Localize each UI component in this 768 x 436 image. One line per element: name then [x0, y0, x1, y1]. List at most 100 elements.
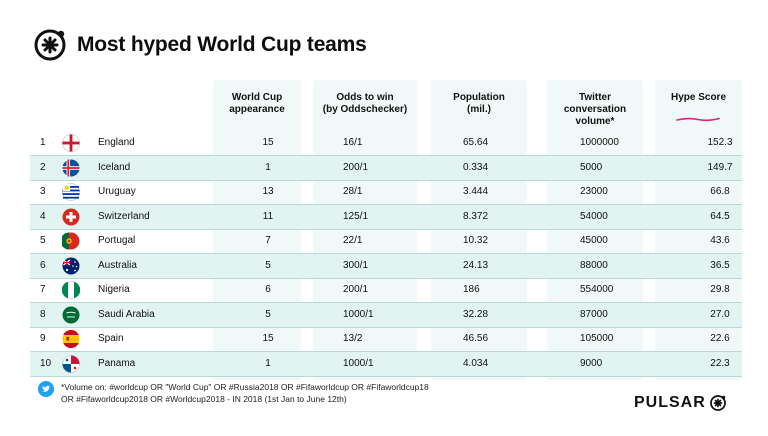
row-divider	[30, 228, 742, 230]
hype-cell: 152.3	[707, 137, 733, 148]
team-cell: Saudi Arabia	[98, 308, 155, 320]
hype-underline	[676, 117, 720, 122]
table-row: 6 Australia 5 300/1 24.13 88000 36.5	[30, 253, 742, 279]
rank-cell: 9	[40, 333, 46, 344]
page-title: Most hyped World Cup teams	[77, 33, 367, 56]
hype-cell: 27.0	[710, 308, 730, 320]
population-cell: 0.334	[463, 161, 489, 173]
hype-cell: 64.5	[710, 210, 730, 222]
rank-cell: 4	[40, 210, 46, 222]
rank-cell: 7	[40, 284, 46, 295]
twitter-cell: 54000	[580, 210, 608, 222]
population-cell: 32.28	[463, 308, 489, 320]
twitter-cell: 45000	[580, 235, 608, 246]
saudi-arabia-flag-icon	[62, 306, 80, 323]
table-row: 10 Panama 1 1000/1 4.034 9000 22.3	[30, 351, 742, 377]
hype-cell: 29.8	[710, 284, 730, 295]
team-cell: Australia	[98, 259, 137, 271]
population-cell: 65.64	[463, 137, 489, 148]
hype-cell: 43.6	[710, 235, 730, 246]
world-cup-cell: 6	[265, 284, 271, 295]
twitter-cell: 105000	[580, 333, 614, 344]
population-cell: 10.32	[463, 235, 489, 246]
team-cell: England	[98, 137, 135, 148]
hype-cell: 22.3	[710, 357, 730, 369]
rank-cell: 5	[40, 235, 46, 246]
header-odds: Odds to win (by Oddschecker)	[322, 92, 408, 115]
rank-cell: 3	[40, 186, 46, 197]
switzerland-flag-icon	[62, 208, 80, 225]
header-world-cup: World Cup appearance	[229, 92, 285, 115]
pulsar-logo-icon	[34, 29, 66, 61]
table-row: 9 Spain 15 13/2 46.56 105000 22.6	[30, 327, 742, 352]
row-divider	[30, 277, 742, 279]
australia-flag-icon	[62, 257, 80, 274]
brand-name: PULSAR	[634, 394, 706, 411]
spain-flag-icon	[62, 330, 80, 348]
twitter-cell: 23000	[580, 186, 608, 197]
twitter-cell: 88000	[580, 259, 608, 271]
footnote: *Volume on: #worldcup OR "World Cup" OR …	[61, 382, 429, 404]
odds-cell: 300/1	[343, 259, 369, 271]
header-twitter: Twitter conversation volume*	[563, 92, 627, 127]
panama-flag-icon	[62, 354, 80, 373]
rank-cell: 6	[40, 259, 46, 271]
row-divider	[30, 326, 742, 328]
uruguay-flag-icon	[62, 183, 80, 201]
title-bar: Most hyped World Cup teams	[32, 27, 367, 63]
rank-cell: 8	[40, 308, 46, 320]
portugal-flag-icon	[62, 232, 80, 250]
world-cup-cell: 11	[262, 210, 274, 222]
col-shade-worldcup	[213, 80, 301, 380]
iceland-flag-icon	[62, 159, 80, 176]
twitter-cell: 1000000	[580, 137, 619, 148]
team-cell: Iceland	[98, 161, 131, 173]
odds-cell: 16/1	[343, 137, 363, 148]
header-population: Population (mil.)	[453, 92, 505, 115]
world-cup-cell: 15	[262, 333, 274, 344]
world-cup-cell: 15	[262, 137, 274, 148]
population-cell: 8.372	[463, 210, 489, 222]
team-cell: Portugal	[98, 235, 136, 246]
col-shade-hype	[655, 80, 742, 380]
col-shade-population	[431, 80, 527, 380]
world-cup-cell: 13	[262, 186, 274, 197]
twitter-cell: 5000	[580, 161, 603, 173]
table-row: 3 Uruguay 13 28/1 3.444 23000 66.8	[30, 180, 742, 205]
hype-cell: 22.6	[710, 333, 730, 344]
population-cell: 186	[463, 284, 480, 295]
pulsar-mark-icon	[709, 395, 726, 411]
col-shade-twitter	[547, 80, 643, 380]
rank-cell: 1	[40, 137, 46, 148]
england-flag-icon	[62, 134, 80, 152]
odds-cell: 28/1	[343, 186, 363, 197]
table-row: 5 Portugal 7 22/1 10.32 45000 43.6	[30, 229, 742, 254]
team-cell: Spain	[98, 333, 124, 344]
hype-cell: 149.7	[707, 161, 733, 173]
table-row: 8 Saudi Arabia 5 1000/1 32.28 87000 27.0	[30, 302, 742, 328]
odds-cell: 1000/1	[343, 308, 374, 320]
nigeria-flag-icon	[62, 281, 80, 299]
hype-cell: 36.5	[710, 259, 730, 271]
team-cell: Nigeria	[98, 284, 130, 295]
row-divider	[30, 375, 742, 377]
twitter-icon	[38, 381, 54, 397]
world-cup-cell: 7	[265, 235, 271, 246]
odds-cell: 200/1	[343, 284, 369, 295]
header-hype: Hype Score	[670, 92, 727, 103]
twitter-cell: 9000	[580, 357, 603, 369]
odds-cell: 1000/1	[343, 357, 374, 369]
world-cup-cell: 5	[265, 259, 271, 271]
odds-cell: 13/2	[343, 333, 363, 344]
odds-cell: 200/1	[343, 161, 369, 173]
row-divider	[30, 179, 742, 181]
team-cell: Switzerland	[98, 210, 150, 222]
population-cell: 46.56	[463, 333, 489, 344]
rank-cell: 10	[40, 357, 52, 369]
table-row: 7 Nigeria 6 200/1 186 554000 29.8	[30, 278, 742, 303]
population-cell: 3.444	[463, 186, 489, 197]
odds-cell: 22/1	[343, 235, 363, 246]
team-cell: Panama	[98, 357, 136, 369]
population-cell: 4.034	[463, 357, 489, 369]
odds-cell: 125/1	[343, 210, 369, 222]
